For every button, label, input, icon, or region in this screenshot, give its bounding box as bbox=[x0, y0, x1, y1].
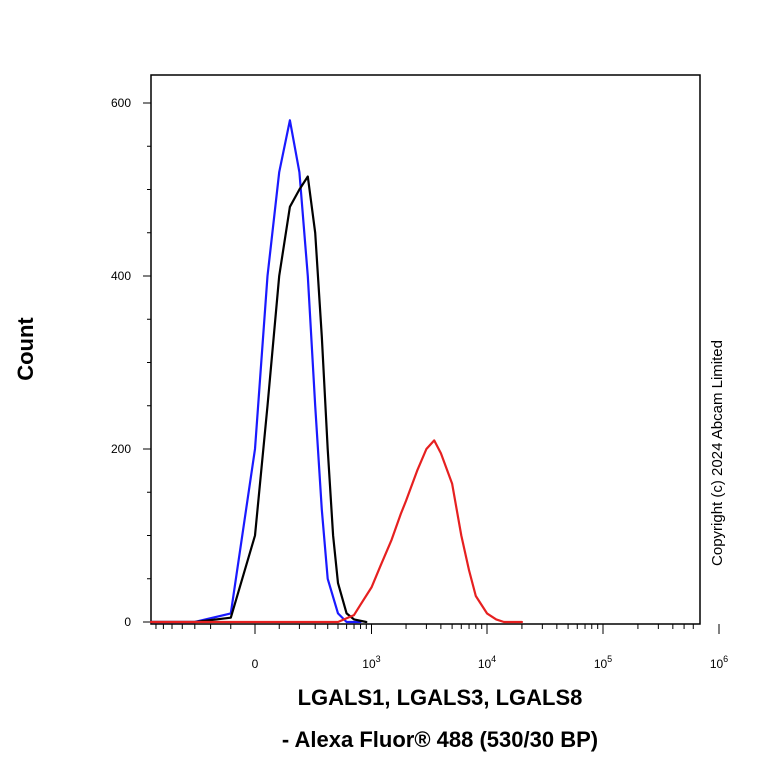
x-tick-exponent: 4 bbox=[491, 654, 496, 664]
series-1-line bbox=[149, 119, 362, 624]
x-tick-label: 103 bbox=[362, 654, 380, 671]
copyright-text: Copyright (c) 2024 Abcam Limited bbox=[709, 340, 726, 566]
y-tick-label: 200 bbox=[111, 442, 131, 456]
y-axis-label: Count bbox=[13, 317, 38, 381]
series-layer bbox=[149, 119, 524, 624]
x-tick-label: 0 bbox=[252, 657, 259, 671]
y-tick-label: 400 bbox=[111, 269, 131, 283]
x-tick-exponent: 6 bbox=[723, 654, 728, 664]
x-tick-base: 10 bbox=[478, 657, 492, 671]
y-tick-label: 600 bbox=[111, 96, 131, 110]
y-axis: 0 200 400 600 bbox=[111, 96, 151, 629]
x-axis-label-line-1: LGALS1, LGALS3, LGALS8 bbox=[298, 685, 583, 710]
x-tick-label: 104 bbox=[478, 654, 496, 671]
y-tick-label: 0 bbox=[124, 615, 131, 629]
x-tick-base: 10 bbox=[594, 657, 608, 671]
plot-frame bbox=[150, 74, 701, 625]
x-tick-label: 105 bbox=[594, 654, 612, 671]
x-tick-exponent: 3 bbox=[376, 654, 381, 664]
x-axis-label-line-2: - Alexa Fluor® 488 (530/30 BP) bbox=[282, 727, 598, 752]
x-tick-base: 10 bbox=[710, 657, 724, 671]
series-3-line bbox=[149, 439, 524, 624]
x-tick-base: 0 bbox=[252, 657, 259, 671]
x-tick-label: 106 bbox=[710, 654, 728, 671]
x-tick-base: 10 bbox=[362, 657, 376, 671]
series-2-line bbox=[149, 175, 368, 624]
x-axis: 0 103 104 105 106 bbox=[155, 624, 728, 671]
x-tick-exponent: 5 bbox=[607, 654, 612, 664]
